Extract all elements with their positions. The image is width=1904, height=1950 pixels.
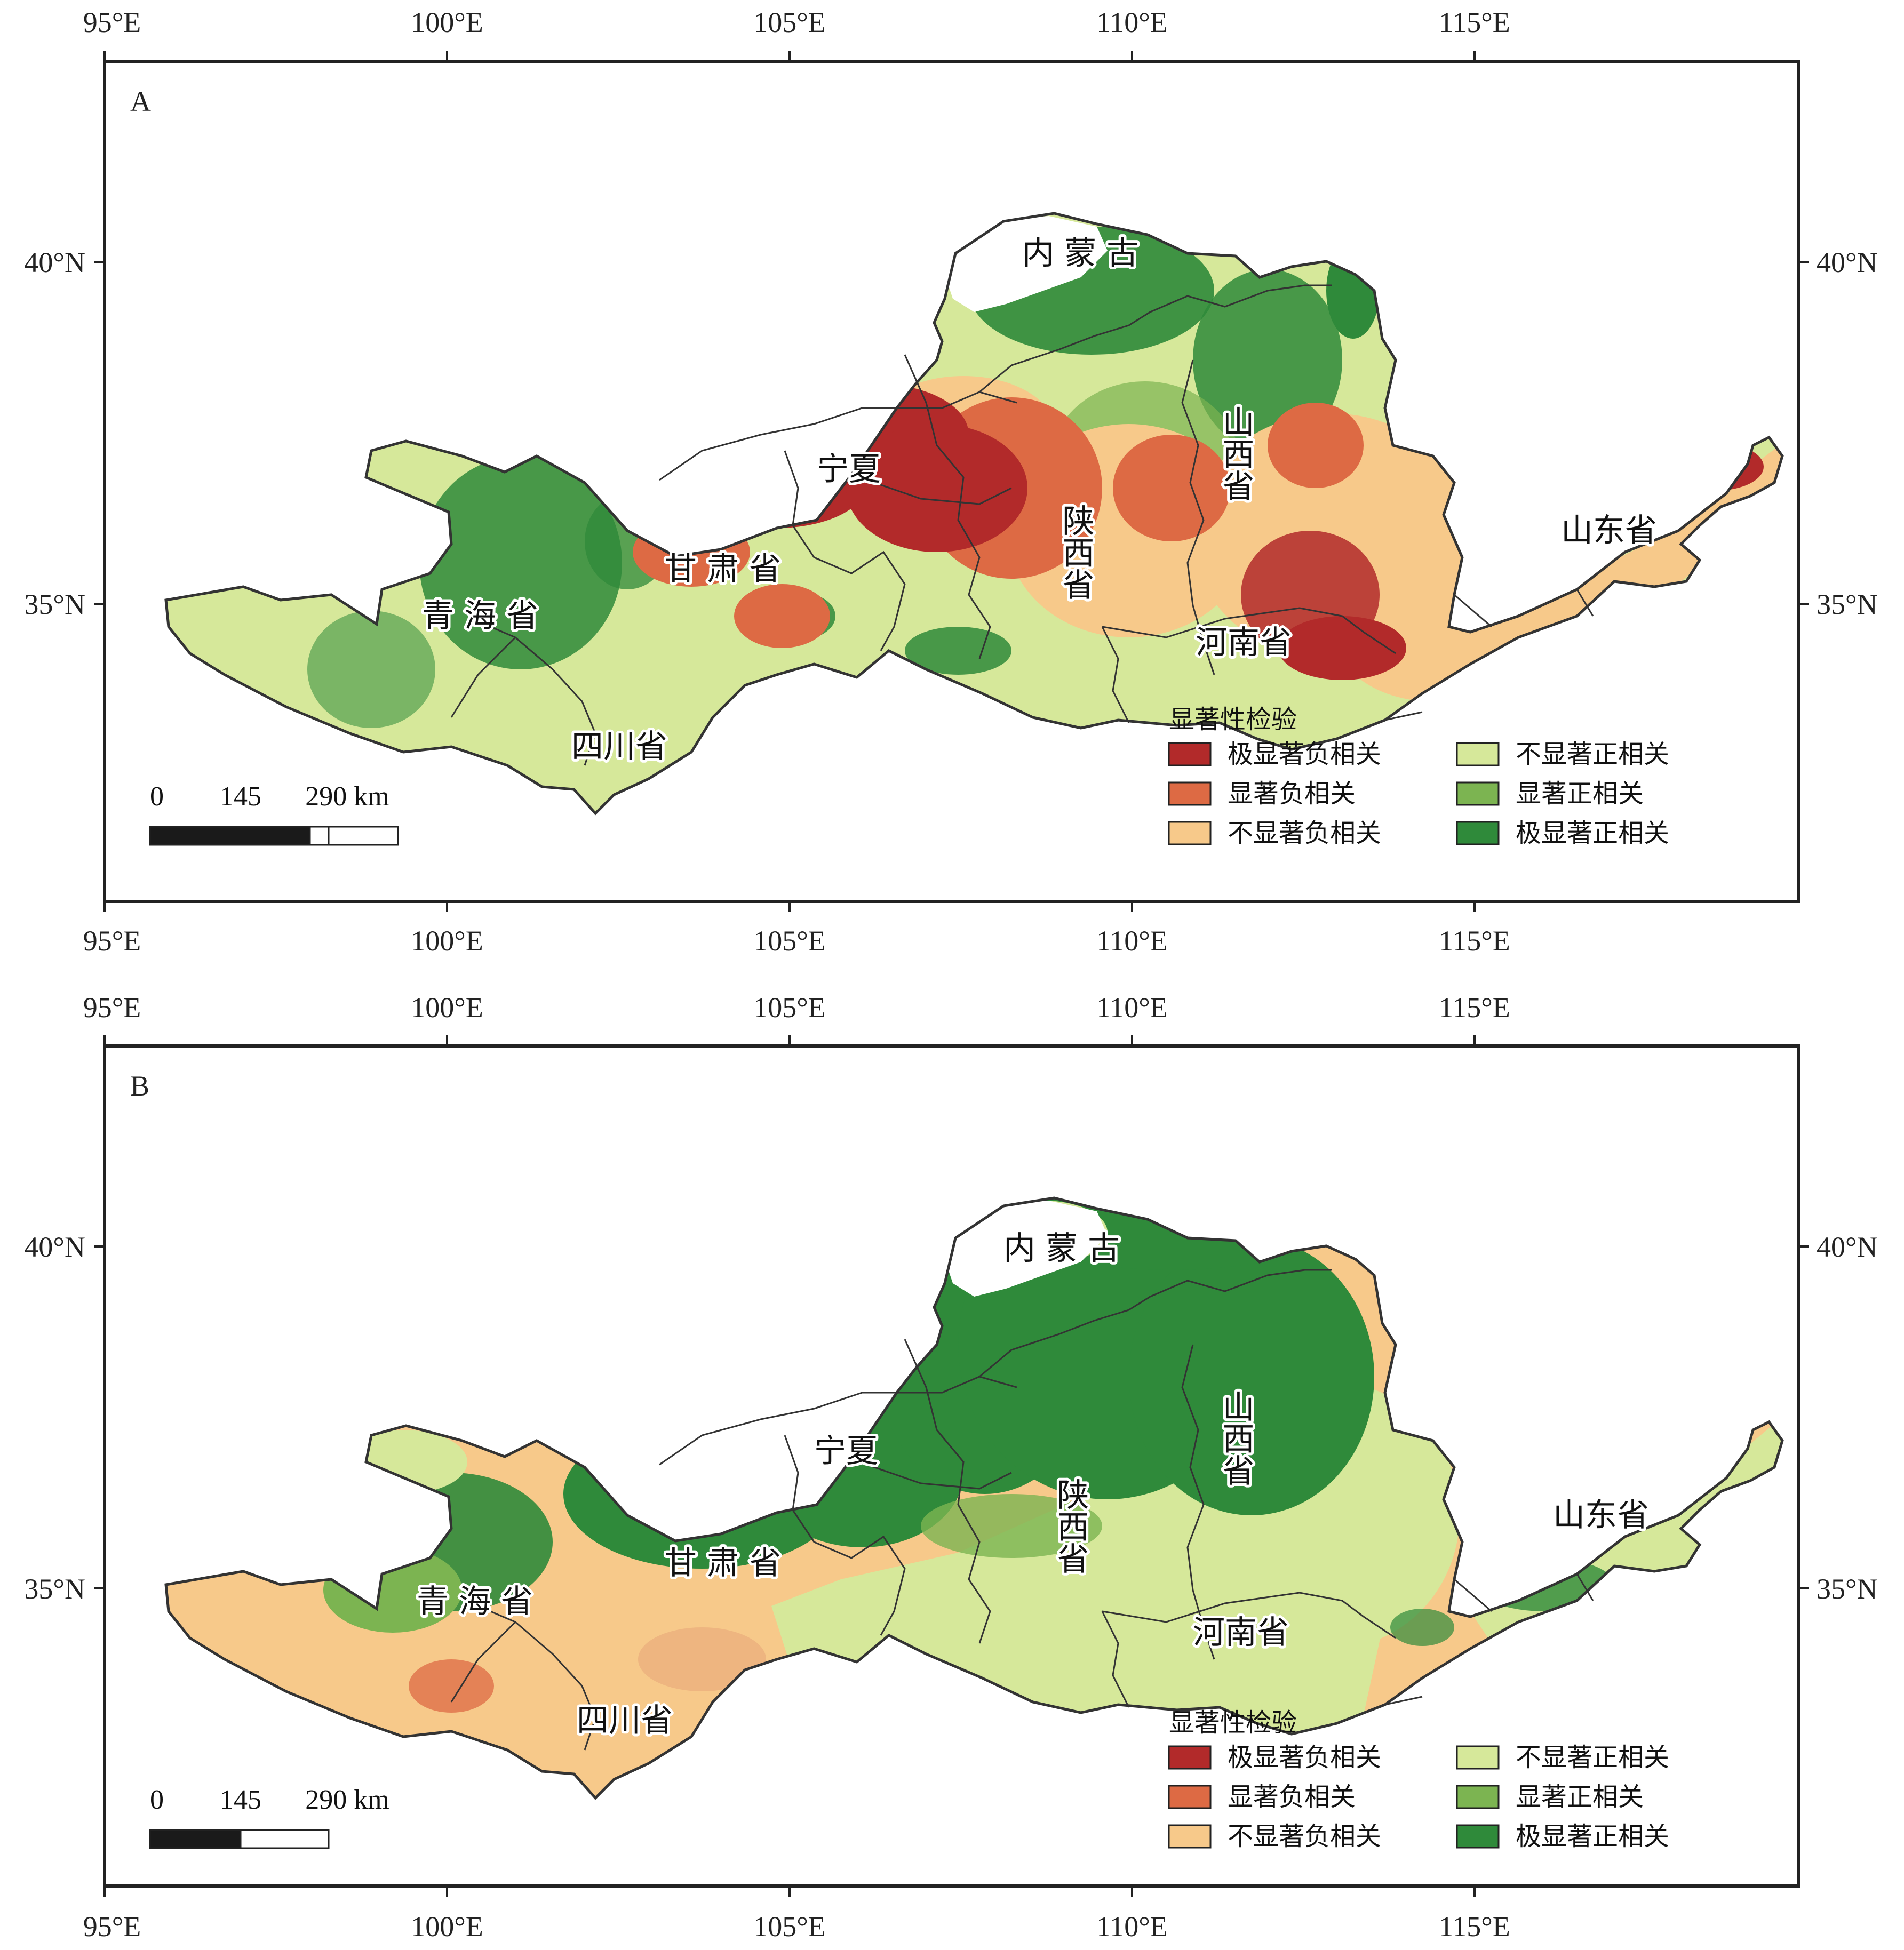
label-gansu-a: 甘 肃 省 xyxy=(665,550,781,588)
label-ningxia-a: 宁夏 xyxy=(817,451,881,488)
legend-label: 显著负相关 xyxy=(1228,779,1356,809)
lon-label: 105°E xyxy=(753,992,826,1024)
legend-label: 不显著负相关 xyxy=(1228,1821,1381,1851)
scale-bar-a: 0 145 290 km xyxy=(149,781,399,846)
legend-swatch xyxy=(1456,1785,1500,1809)
label-inner-mongolia-b: 内 蒙 古 xyxy=(1003,1230,1120,1267)
lon-label: 105°E xyxy=(753,6,826,38)
lat-label: 35°N xyxy=(1817,1573,1878,1605)
legend-label: 极显著正相关 xyxy=(1516,818,1669,848)
axis-labels-a: 95°E 100°E 105°E 110°E 115°E 95°E 100°E … xyxy=(24,6,1877,957)
legend-label: 显著负相关 xyxy=(1228,1782,1356,1812)
scale-label: 290 km xyxy=(305,781,389,812)
scale-label: 145 xyxy=(220,781,261,812)
lon-label: 105°E xyxy=(753,1911,826,1943)
lon-label: 95°E xyxy=(83,992,141,1024)
legend-title: 显著性检验 xyxy=(1169,705,1297,734)
lon-label: 100°E xyxy=(411,992,483,1024)
lon-label: 95°E xyxy=(83,6,141,38)
lon-label: 110°E xyxy=(1096,925,1168,957)
lat-label: 40°N xyxy=(24,1231,85,1263)
label-shaanxi-b: 陕西省 xyxy=(1051,1478,1089,1574)
scale-label: 145 xyxy=(220,1785,261,1815)
label-sichuan-b: 四川省 xyxy=(577,1702,673,1739)
legend-title: 显著性检验 xyxy=(1169,1708,1297,1738)
label-qinghai-a: 青 海 省 xyxy=(422,597,538,635)
label-shanxi-b: 山西省 xyxy=(1217,1390,1254,1486)
legend-label: 显著正相关 xyxy=(1516,779,1644,809)
label-henan-a: 河南省 xyxy=(1196,624,1292,661)
legend-swatch xyxy=(1456,781,1500,806)
legend-swatch xyxy=(1456,821,1500,845)
lon-label: 115°E xyxy=(1439,6,1510,38)
lon-label: 100°E xyxy=(411,925,483,957)
legend-label: 不显著正相关 xyxy=(1516,1743,1669,1772)
legend-swatch xyxy=(1168,1785,1212,1809)
label-gansu-b: 甘 肃 省 xyxy=(665,1545,781,1582)
axis-labels-b: 95°E 100°E 105°E 110°E 115°E 95°E 100°E … xyxy=(24,992,1877,1943)
legend-swatch xyxy=(1168,742,1212,766)
legend-swatch xyxy=(1456,742,1500,766)
lon-label: 95°E xyxy=(83,925,141,957)
scale-bar-b: 0 145 290 km xyxy=(149,1785,389,1849)
lon-label: 110°E xyxy=(1096,992,1168,1024)
lat-label: 35°N xyxy=(1817,588,1878,620)
lon-label: 110°E xyxy=(1096,1911,1168,1943)
lat-label: 40°N xyxy=(1817,246,1878,278)
panel-b: B 内 蒙 古 宁夏 甘 肃 省 青 海 省 四川省 陕西省 山西省 河南省 山… xyxy=(103,1044,1800,1888)
legend-swatch xyxy=(1456,1824,1500,1849)
label-qinghai-b: 青 海 省 xyxy=(417,1583,533,1620)
lat-label: 35°N xyxy=(24,1573,85,1605)
legend-swatch xyxy=(1456,1745,1500,1770)
legend-swatch xyxy=(1168,821,1212,845)
label-shandong-b: 山东省 xyxy=(1553,1497,1649,1534)
lat-label: 35°N xyxy=(24,588,85,620)
legend-a: 显著性检验 极显著负相关 显著负相关 不显著负相关 不显著正相关 显著正相关 极… xyxy=(1168,705,1669,848)
lon-label: 100°E xyxy=(411,6,483,38)
legend-swatch xyxy=(1168,781,1212,806)
legend-label: 不显著负相关 xyxy=(1228,818,1381,848)
lon-label: 115°E xyxy=(1439,925,1510,957)
lon-label: 115°E xyxy=(1439,992,1510,1024)
label-ningxia-b: 宁夏 xyxy=(814,1433,878,1470)
lon-label: 95°E xyxy=(83,1911,141,1943)
legend-swatch xyxy=(1168,1824,1212,1849)
label-shanxi-a: 山西省 xyxy=(1217,405,1254,501)
label-inner-mongolia-a: 内 蒙 古 xyxy=(1022,235,1138,272)
label-shaanxi-a: 陕西省 xyxy=(1057,504,1094,600)
label-henan-b: 河南省 xyxy=(1193,1614,1289,1651)
lat-label: 40°N xyxy=(24,246,85,278)
lon-label: 105°E xyxy=(753,925,826,957)
legend-label: 显著正相关 xyxy=(1516,1782,1644,1812)
axes-a xyxy=(94,51,1809,912)
legend-b: 显著性检验 极显著负相关 显著负相关 不显著负相关 不显著正相关 显著正相关 极… xyxy=(1168,1708,1669,1851)
panel-a-letter: A xyxy=(130,85,151,117)
axes-b xyxy=(94,1035,1809,1897)
lon-label: 115°E xyxy=(1439,1911,1510,1943)
lon-label: 110°E xyxy=(1096,6,1168,38)
legend-swatch xyxy=(1168,1745,1212,1770)
panel-a: A 内 蒙 古 宁夏 甘 肃 省 青 海 省 四川省 陕西省 山西省 河南省 山… xyxy=(103,60,1800,903)
scale-label: 290 km xyxy=(305,1785,389,1815)
scale-label: 0 xyxy=(150,1785,164,1815)
scale-label: 0 xyxy=(150,781,164,812)
lat-label: 40°N xyxy=(1817,1231,1878,1263)
lon-label: 100°E xyxy=(411,1911,483,1943)
panel-b-letter: B xyxy=(130,1070,149,1102)
legend-label: 极显著正相关 xyxy=(1516,1821,1669,1851)
legend-label: 不显著正相关 xyxy=(1516,739,1669,769)
legend-label: 极显著负相关 xyxy=(1228,739,1381,769)
legend-label: 极显著负相关 xyxy=(1228,1743,1381,1772)
label-sichuan-a: 四川省 xyxy=(571,728,667,765)
label-shandong-a: 山东省 xyxy=(1561,512,1657,549)
